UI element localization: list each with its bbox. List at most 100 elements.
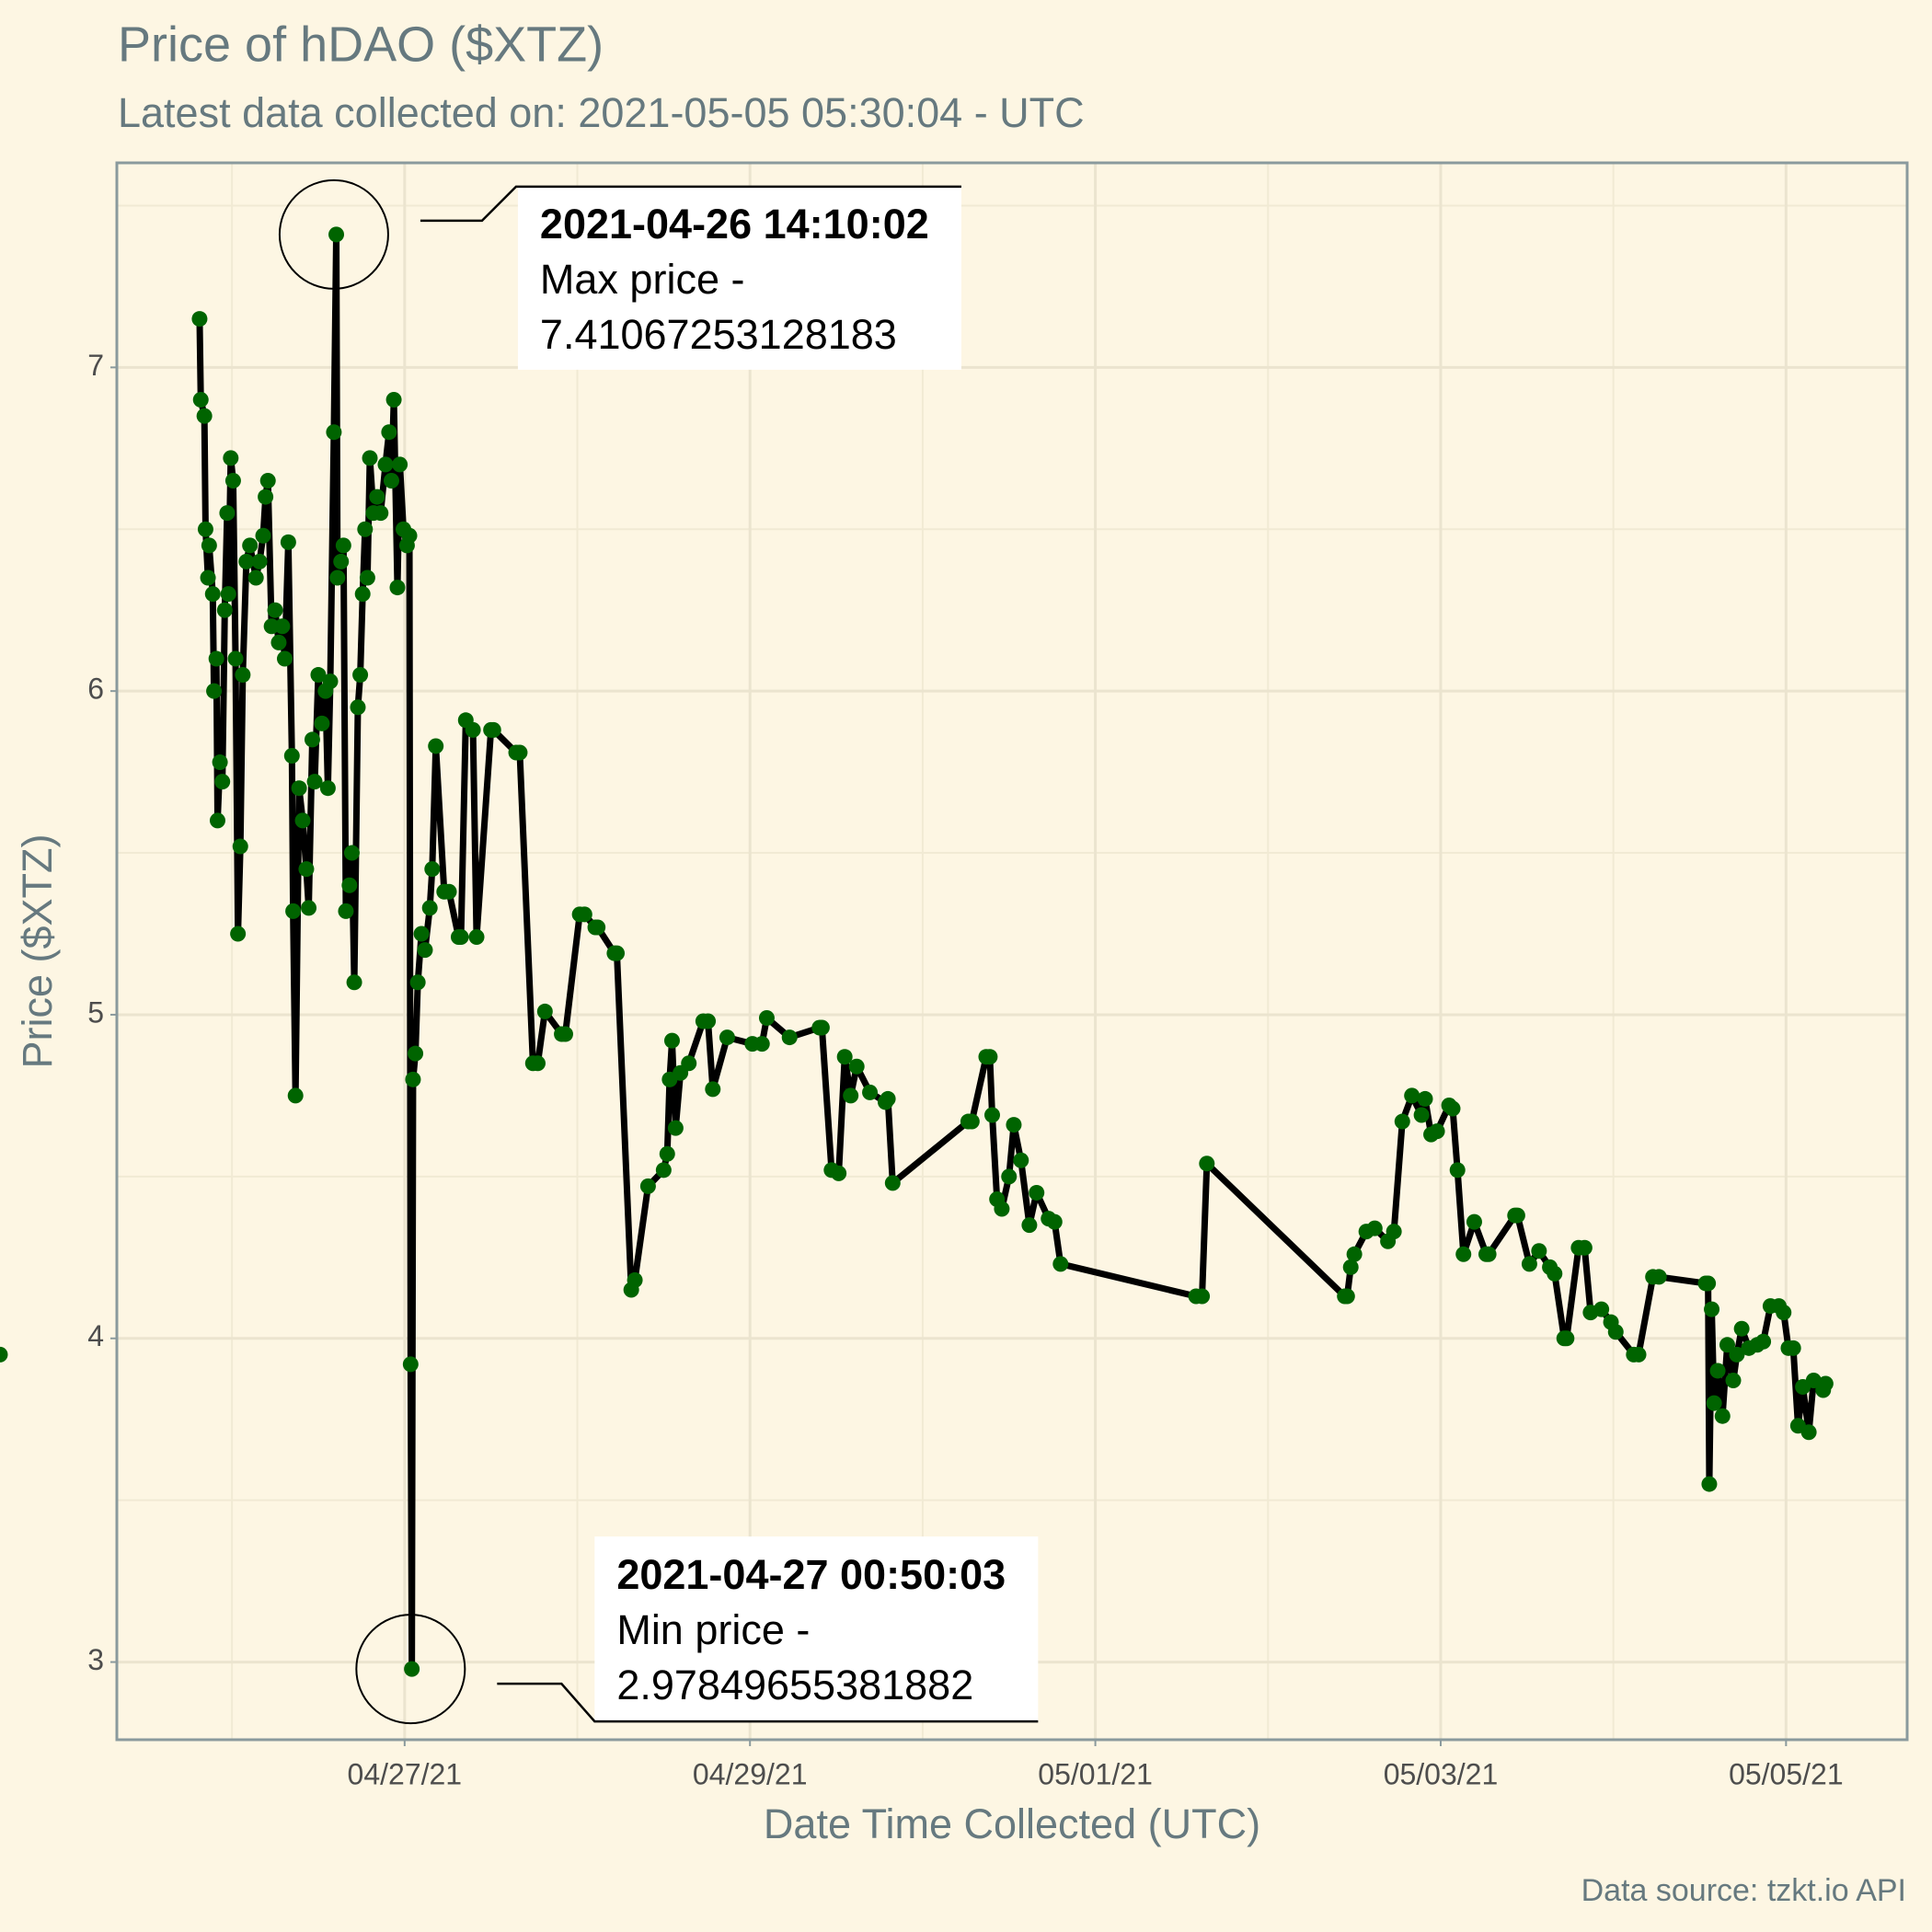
price-point bbox=[280, 534, 296, 550]
price-point bbox=[230, 926, 247, 942]
price-point bbox=[1001, 1168, 1018, 1185]
price-point bbox=[377, 456, 394, 473]
price-point bbox=[212, 754, 228, 771]
price-point bbox=[983, 1107, 1000, 1123]
price-point bbox=[204, 586, 221, 603]
price-point bbox=[1776, 1305, 1792, 1321]
price-point bbox=[373, 505, 389, 522]
price-point bbox=[1733, 1320, 1750, 1337]
price-point bbox=[191, 311, 208, 328]
price-point bbox=[287, 1087, 304, 1104]
price-point bbox=[963, 1113, 980, 1130]
annotation-box bbox=[517, 185, 961, 370]
price-point bbox=[304, 731, 320, 748]
x-tick-label: 05/05/21 bbox=[1729, 1757, 1844, 1790]
price-point bbox=[319, 780, 336, 797]
price-point bbox=[1593, 1301, 1610, 1317]
price-point bbox=[468, 929, 485, 946]
price-point bbox=[408, 1045, 424, 1062]
price-point bbox=[1404, 1087, 1420, 1104]
price-point bbox=[705, 1081, 721, 1098]
price-point bbox=[224, 472, 241, 489]
price-point bbox=[982, 1049, 998, 1065]
price-point bbox=[1725, 1372, 1742, 1388]
price-point bbox=[719, 1029, 735, 1046]
price-point bbox=[700, 1013, 717, 1029]
price-point bbox=[1729, 1346, 1745, 1363]
price-point bbox=[512, 744, 528, 761]
price-point bbox=[681, 1055, 697, 1072]
price-point bbox=[1630, 1346, 1647, 1363]
x-axis-title: Date Time Collected (UTC) bbox=[764, 1800, 1260, 1847]
price-point bbox=[220, 586, 236, 603]
price-point bbox=[421, 900, 438, 916]
price-point bbox=[1466, 1213, 1482, 1230]
price-point bbox=[298, 861, 315, 878]
y-axis-title: Price ($XTZ) bbox=[14, 834, 61, 1068]
caption: Data source: tzkt.io API bbox=[1581, 1873, 1906, 1908]
price-point bbox=[1719, 1337, 1735, 1353]
annotation-label: Max price - bbox=[540, 256, 745, 303]
price-line bbox=[196, 231, 1829, 1673]
annotation-circle bbox=[278, 178, 389, 290]
price-point bbox=[1650, 1269, 1667, 1285]
price-point bbox=[350, 699, 366, 716]
price-point bbox=[1521, 1256, 1537, 1272]
price-point bbox=[831, 1165, 847, 1181]
price-point bbox=[781, 1029, 798, 1046]
price-point bbox=[341, 877, 358, 893]
price-point bbox=[401, 527, 418, 544]
price-point bbox=[758, 1009, 775, 1026]
price-point bbox=[223, 450, 239, 466]
price-point bbox=[209, 812, 225, 829]
price-point bbox=[862, 1084, 879, 1100]
price-point bbox=[1346, 1246, 1363, 1262]
price-point bbox=[1413, 1107, 1430, 1123]
price-point bbox=[409, 974, 426, 991]
price-point bbox=[413, 926, 430, 942]
price-point bbox=[208, 650, 224, 667]
price-point bbox=[843, 1087, 859, 1104]
price-point bbox=[346, 974, 362, 991]
price-point bbox=[306, 774, 323, 790]
x-tick-label: 05/01/21 bbox=[1038, 1757, 1153, 1790]
price-point bbox=[428, 738, 444, 754]
annotation-box bbox=[594, 1536, 1039, 1721]
chart-title: Price of hDAO ($XTZ) bbox=[118, 17, 604, 72]
price-point bbox=[441, 883, 457, 900]
price-point bbox=[1455, 1246, 1472, 1262]
price-point bbox=[294, 812, 311, 829]
price-point bbox=[333, 553, 350, 569]
price-point bbox=[267, 602, 283, 618]
price-point bbox=[1558, 1330, 1575, 1347]
price-point bbox=[216, 602, 233, 618]
price-point bbox=[389, 580, 406, 596]
price-point bbox=[1386, 1224, 1402, 1240]
price-point bbox=[1444, 1100, 1461, 1117]
price-point bbox=[1785, 1340, 1801, 1356]
price-point bbox=[836, 1049, 853, 1065]
price-point bbox=[994, 1201, 1010, 1217]
price-point bbox=[328, 226, 345, 243]
price-point bbox=[247, 569, 264, 586]
price-point bbox=[276, 650, 293, 667]
price-point bbox=[1701, 1476, 1718, 1492]
price-point bbox=[405, 1071, 421, 1087]
price-point bbox=[259, 472, 276, 489]
annotation-value: 2.97849655381882 bbox=[616, 1662, 973, 1708]
price-point bbox=[232, 838, 248, 855]
price-point bbox=[813, 1019, 830, 1036]
price-point bbox=[485, 721, 501, 738]
price-point bbox=[362, 450, 378, 466]
price-point bbox=[753, 1036, 770, 1052]
price-point bbox=[338, 903, 354, 919]
price-point bbox=[197, 521, 213, 537]
price-point bbox=[335, 537, 351, 554]
y-tick-label: 4 bbox=[87, 1319, 104, 1352]
price-point bbox=[238, 553, 255, 569]
price-point bbox=[1006, 1117, 1022, 1133]
price-point bbox=[270, 634, 287, 650]
price-point bbox=[310, 667, 327, 684]
price-point bbox=[1800, 1424, 1817, 1441]
chart-subtitle: Latest data collected on: 2021-05-05 05:… bbox=[118, 89, 1085, 136]
